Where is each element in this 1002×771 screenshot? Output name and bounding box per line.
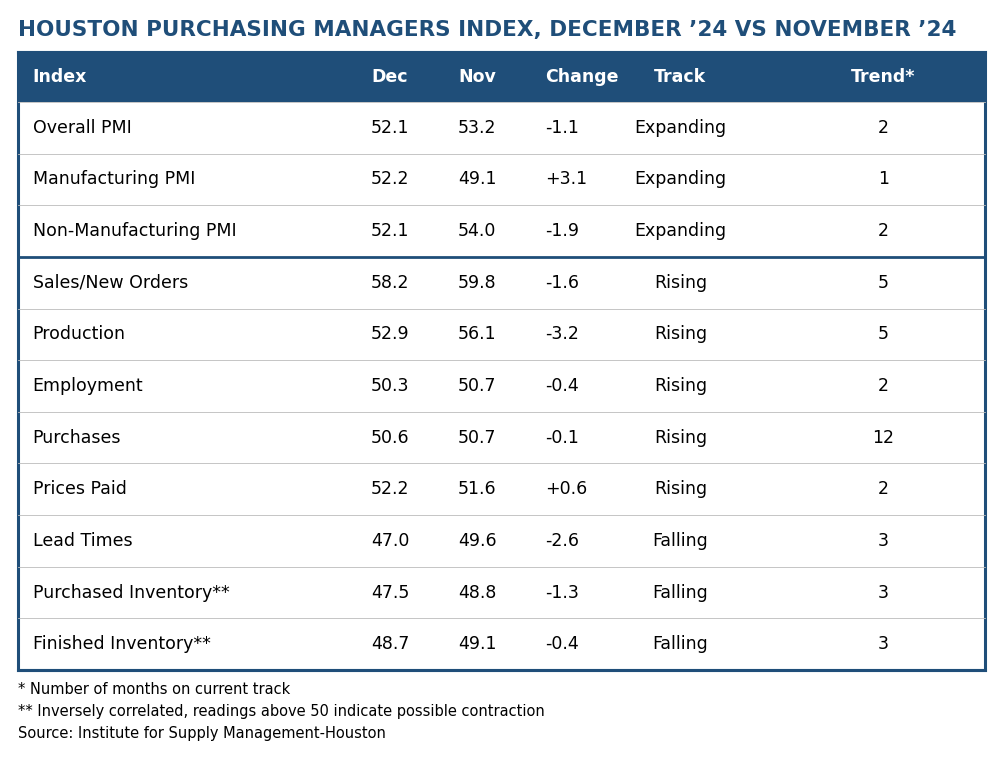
Text: Track: Track <box>653 68 705 86</box>
Text: 49.1: 49.1 <box>458 170 496 188</box>
Text: 47.5: 47.5 <box>371 584 409 601</box>
Text: 53.2: 53.2 <box>458 119 496 136</box>
Text: 2: 2 <box>877 222 888 240</box>
Text: -0.4: -0.4 <box>544 635 578 653</box>
Text: Production: Production <box>32 325 125 343</box>
Text: Non-Manufacturing PMI: Non-Manufacturing PMI <box>32 222 235 240</box>
Text: Change: Change <box>544 68 618 86</box>
Text: 3: 3 <box>877 532 888 550</box>
Text: Rising: Rising <box>653 274 706 291</box>
Text: 3: 3 <box>877 584 888 601</box>
Text: -2.6: -2.6 <box>544 532 578 550</box>
Text: Expanding: Expanding <box>633 222 725 240</box>
Text: 50.7: 50.7 <box>458 429 496 446</box>
Text: HOUSTON PURCHASING MANAGERS INDEX, DECEMBER ’24 VS NOVEMBER ’24: HOUSTON PURCHASING MANAGERS INDEX, DECEM… <box>18 20 956 40</box>
Text: 3: 3 <box>877 635 888 653</box>
Text: -1.3: -1.3 <box>544 584 578 601</box>
Text: Manufacturing PMI: Manufacturing PMI <box>32 170 194 188</box>
Text: 52.2: 52.2 <box>371 170 409 188</box>
Text: Purchased Inventory**: Purchased Inventory** <box>32 584 229 601</box>
Text: Nov: Nov <box>458 68 495 86</box>
Text: 56.1: 56.1 <box>458 325 496 343</box>
Text: Falling: Falling <box>652 584 707 601</box>
Text: Expanding: Expanding <box>633 170 725 188</box>
Text: Rising: Rising <box>653 325 706 343</box>
Text: 12: 12 <box>872 429 894 446</box>
Text: Trend*: Trend* <box>851 68 915 86</box>
Text: -1.6: -1.6 <box>544 274 578 291</box>
Text: 49.1: 49.1 <box>458 635 496 653</box>
Text: Rising: Rising <box>653 429 706 446</box>
Text: 50.7: 50.7 <box>458 377 496 395</box>
Text: 5: 5 <box>877 274 888 291</box>
Text: Finished Inventory**: Finished Inventory** <box>32 635 210 653</box>
Text: Purchases: Purchases <box>32 429 121 446</box>
Text: Falling: Falling <box>652 532 707 550</box>
Text: 51.6: 51.6 <box>458 480 496 498</box>
Text: ** Inversely correlated, readings above 50 indicate possible contraction: ** Inversely correlated, readings above … <box>18 704 544 719</box>
Text: 52.1: 52.1 <box>371 222 409 240</box>
Text: 2: 2 <box>877 480 888 498</box>
Text: Lead Times: Lead Times <box>32 532 132 550</box>
Text: +0.6: +0.6 <box>544 480 587 498</box>
Text: 49.6: 49.6 <box>458 532 496 550</box>
Text: Source: Institute for Supply Management-Houston: Source: Institute for Supply Management-… <box>18 726 386 741</box>
Text: 59.8: 59.8 <box>458 274 496 291</box>
Bar <box>18 52 984 102</box>
Text: 2: 2 <box>877 377 888 395</box>
Text: Employment: Employment <box>32 377 143 395</box>
Text: +3.1: +3.1 <box>544 170 586 188</box>
Text: 1: 1 <box>877 170 888 188</box>
Text: -1.9: -1.9 <box>544 222 578 240</box>
Text: 54.0: 54.0 <box>458 222 496 240</box>
Text: * Number of months on current track: * Number of months on current track <box>18 682 290 697</box>
Text: Sales/New Orders: Sales/New Orders <box>32 274 187 291</box>
Text: -3.2: -3.2 <box>544 325 578 343</box>
Text: 5: 5 <box>877 325 888 343</box>
Text: Falling: Falling <box>652 635 707 653</box>
Text: 58.2: 58.2 <box>371 274 409 291</box>
Text: Rising: Rising <box>653 377 706 395</box>
Text: Dec: Dec <box>371 68 407 86</box>
Text: 52.1: 52.1 <box>371 119 409 136</box>
Text: -0.1: -0.1 <box>544 429 578 446</box>
Text: 48.7: 48.7 <box>371 635 409 653</box>
Text: -0.4: -0.4 <box>544 377 578 395</box>
Text: Prices Paid: Prices Paid <box>32 480 126 498</box>
Text: 50.6: 50.6 <box>371 429 409 446</box>
Text: 48.8: 48.8 <box>458 584 496 601</box>
Text: 2: 2 <box>877 119 888 136</box>
Text: Rising: Rising <box>653 480 706 498</box>
Text: 52.9: 52.9 <box>371 325 409 343</box>
Text: Index: Index <box>32 68 87 86</box>
Text: 50.3: 50.3 <box>371 377 409 395</box>
Text: 52.2: 52.2 <box>371 480 409 498</box>
Text: 47.0: 47.0 <box>371 532 409 550</box>
Text: Overall PMI: Overall PMI <box>32 119 131 136</box>
Text: Expanding: Expanding <box>633 119 725 136</box>
Text: -1.1: -1.1 <box>544 119 578 136</box>
Bar <box>18 52 984 670</box>
